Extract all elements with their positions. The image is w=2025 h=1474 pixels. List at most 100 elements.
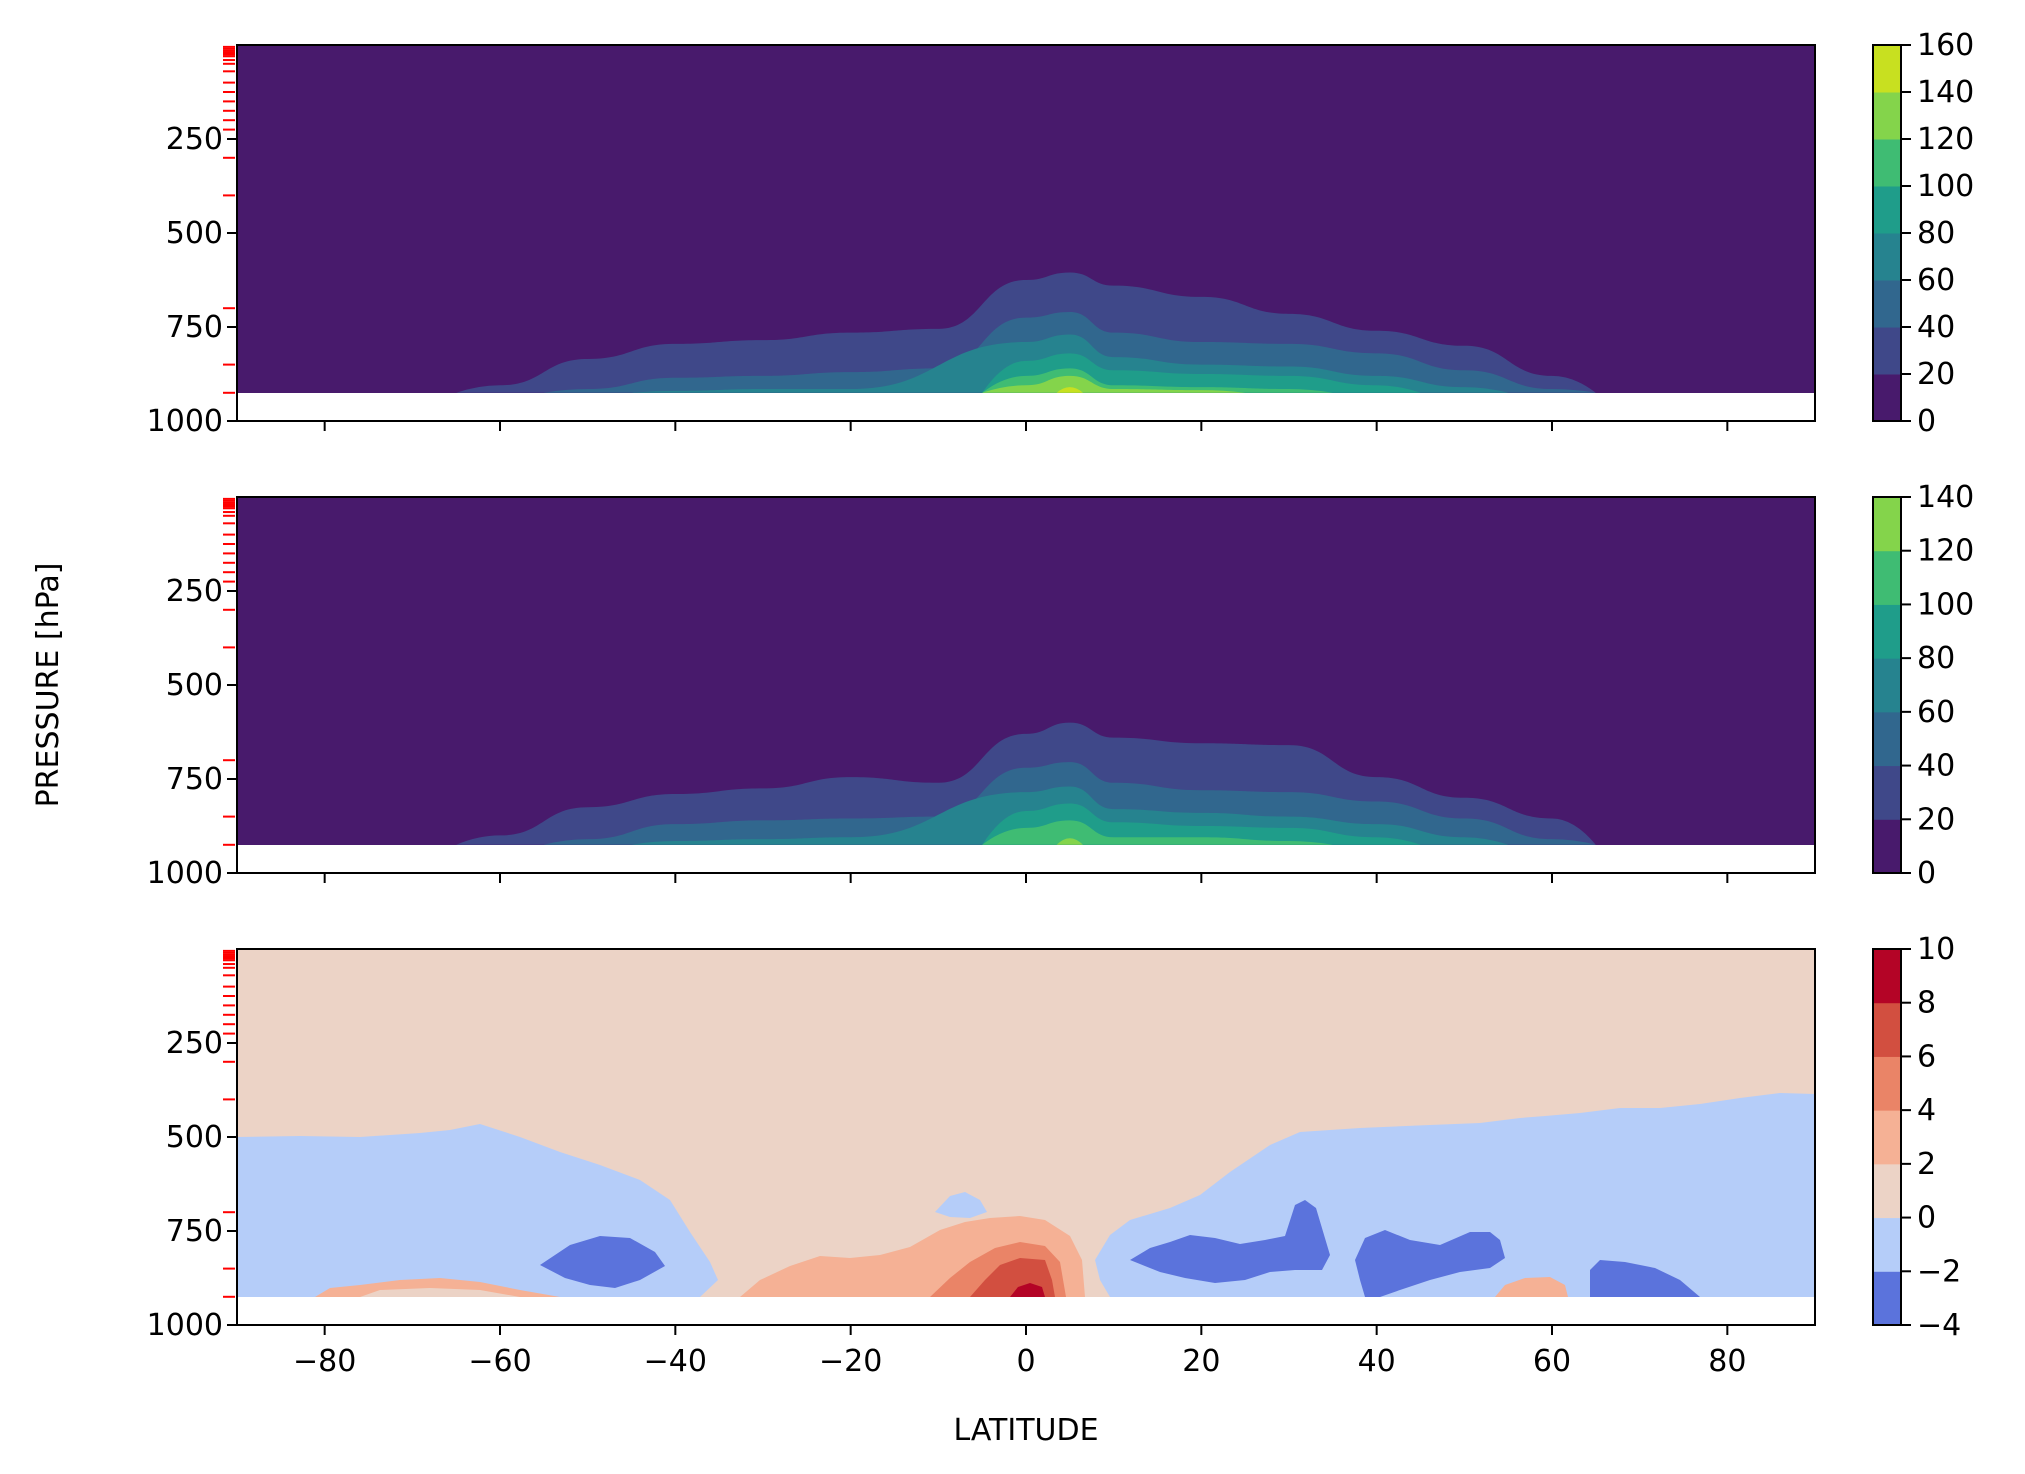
x-tick-label: 60 bbox=[1533, 1344, 1571, 1379]
colorbar-segment bbox=[1873, 139, 1901, 187]
colorbar-tick-label: 140 bbox=[1917, 75, 1974, 110]
colorbar-segment bbox=[1873, 327, 1901, 375]
x-tick-label: 80 bbox=[1708, 1344, 1746, 1379]
colorbar-frame bbox=[1872, 496, 1902, 874]
colorbar-segment bbox=[1873, 497, 1901, 552]
colorbar-tick-label: 40 bbox=[1917, 749, 1955, 784]
level-markers-middle bbox=[223, 497, 235, 846]
colorbar-segment bbox=[1873, 949, 1901, 1004]
colorbar-tick-label: 80 bbox=[1917, 216, 1955, 251]
contour-2-4-region-east bbox=[1495, 1277, 1568, 1297]
colorbar-tick-label: 0 bbox=[1917, 1201, 1936, 1236]
colorbar-tick-label: 20 bbox=[1917, 357, 1955, 392]
colorbar-segment bbox=[1873, 819, 1901, 874]
colorbar-segment bbox=[1873, 45, 1901, 93]
y-tick-label: 1000 bbox=[147, 856, 223, 891]
colorbar-segment bbox=[1873, 233, 1901, 281]
x-tick-label: −40 bbox=[644, 1344, 707, 1379]
y-tick-label: 750 bbox=[166, 310, 223, 345]
colorbar-tick-label: 4 bbox=[1917, 1093, 1936, 1128]
colorbar-segment bbox=[1873, 1163, 1901, 1219]
colorbar-top: 0 20 40 60 80 100 120 140 160 bbox=[1872, 28, 1974, 439]
contour-neg4-neg2-patch-2 bbox=[1130, 1200, 1330, 1283]
y-tick-label: 1000 bbox=[147, 404, 223, 439]
y-tick-label: 250 bbox=[166, 1026, 223, 1061]
colorbar-tick-label: −2 bbox=[1917, 1254, 1961, 1289]
colorbar-tick-label: 140 bbox=[1917, 480, 1974, 515]
contour-band-6 bbox=[982, 375, 1246, 393]
x-tick-label: 0 bbox=[1016, 1344, 1035, 1379]
colorbar-tick-label: 6 bbox=[1917, 1039, 1936, 1074]
colorbar-segment bbox=[1873, 765, 1901, 820]
colorbar-middle: 0 20 40 60 80 100 120 140 bbox=[1872, 480, 1974, 891]
y-tick-label: 250 bbox=[166, 122, 223, 157]
colorbar-segment bbox=[1873, 1271, 1901, 1326]
contour-8-10-region bbox=[1010, 1283, 1045, 1297]
colorbar-segment bbox=[1873, 1110, 1901, 1165]
y-tick-label: 750 bbox=[166, 762, 223, 797]
x-tick-label: 20 bbox=[1182, 1344, 1220, 1379]
colorbar-tick-label: 60 bbox=[1917, 695, 1955, 730]
panel-middle: 250 500 750 1000 0 20 40 60 80 100 120 140 bbox=[147, 480, 1975, 891]
y-tick-label: 500 bbox=[166, 668, 223, 703]
colorbar-segment bbox=[1873, 280, 1901, 328]
colorbar-tick-label: 160 bbox=[1917, 28, 1974, 63]
y-tick-label: 500 bbox=[166, 1120, 223, 1155]
level-markers-bottom bbox=[223, 949, 235, 1298]
panel-top: 250 500 750 1000 0 20 40 60 80 100 120 140 160 bbox=[147, 28, 1975, 439]
colorbar-tick-label: 80 bbox=[1917, 641, 1955, 676]
level-markers-top bbox=[223, 45, 235, 394]
plot-area-bottom bbox=[237, 949, 1815, 1325]
y-axis-top: 250 500 750 1000 bbox=[147, 122, 237, 439]
colorbar-tick-label: 2 bbox=[1917, 1147, 1936, 1182]
contour-neg4-neg2-patch-1 bbox=[540, 1236, 665, 1288]
below-surface-middle bbox=[237, 845, 1815, 873]
colorbar-tick-label: 10 bbox=[1917, 932, 1955, 967]
colorbar-tick-label: 120 bbox=[1917, 122, 1974, 157]
x-axis-middle bbox=[323, 873, 1729, 883]
below-surface-top bbox=[237, 393, 1815, 421]
y-tick-label: 250 bbox=[166, 574, 223, 609]
colorbar-segment bbox=[1873, 1002, 1901, 1057]
colorbar-segment bbox=[1873, 374, 1901, 422]
colorbar-segment bbox=[1873, 658, 1901, 713]
x-tick-label: −20 bbox=[819, 1344, 882, 1379]
contour-layers-middle bbox=[456, 722, 1596, 845]
x-tick-label: 40 bbox=[1358, 1344, 1396, 1379]
colorbar-frame bbox=[1872, 948, 1902, 1326]
y-axis-label: PRESSURE [hPa] bbox=[31, 563, 66, 808]
colorbar-tick-label: 100 bbox=[1917, 587, 1974, 622]
y-axis-bottom: 250 500 750 1000 bbox=[147, 1026, 237, 1343]
x-axis-top bbox=[323, 421, 1729, 431]
colorbar-tick-label: 40 bbox=[1917, 310, 1955, 345]
contour-neg2-0-small bbox=[935, 1192, 987, 1218]
contour-band-6 bbox=[1056, 838, 1083, 845]
contour-0-2-below-sw bbox=[360, 1288, 520, 1297]
colorbar-tick-label: 0 bbox=[1917, 404, 1936, 439]
plot-area-top bbox=[237, 45, 1815, 421]
y-tick-label: 500 bbox=[166, 216, 223, 251]
x-axis-label: LATITUDE bbox=[953, 1413, 1098, 1448]
colorbar-tick-label: 8 bbox=[1917, 986, 1936, 1021]
y-tick-label: 1000 bbox=[147, 1308, 223, 1343]
x-axis-bottom: −80 −60 −40 −20 0 20 40 60 80 bbox=[293, 1325, 1746, 1379]
colorbar-tick-label: 120 bbox=[1917, 534, 1974, 569]
y-axis-middle: 250 500 750 1000 bbox=[147, 574, 237, 891]
colorbar-segment bbox=[1873, 92, 1901, 140]
contour-band-7 bbox=[1056, 387, 1083, 393]
colorbar-segment bbox=[1873, 711, 1901, 767]
colorbar-tick-label: 0 bbox=[1917, 856, 1936, 891]
plot-area-middle bbox=[237, 497, 1815, 873]
colorbar-tick-label: 60 bbox=[1917, 263, 1955, 298]
x-tick-label: −60 bbox=[468, 1344, 531, 1379]
x-tick-label: −80 bbox=[293, 1344, 356, 1379]
colorbar-tick-label: 100 bbox=[1917, 169, 1974, 204]
colorbar-tick-label: −4 bbox=[1917, 1308, 1961, 1343]
y-tick-label: 750 bbox=[166, 1214, 223, 1249]
colorbar-segment bbox=[1873, 1217, 1901, 1272]
colorbar-segment bbox=[1873, 186, 1901, 234]
colorbar-segment bbox=[1873, 550, 1901, 605]
colorbar-bottom: −4 −2 0 2 4 6 8 10 bbox=[1872, 932, 1961, 1343]
contour-neg4-neg2-patch-3 bbox=[1355, 1230, 1505, 1297]
